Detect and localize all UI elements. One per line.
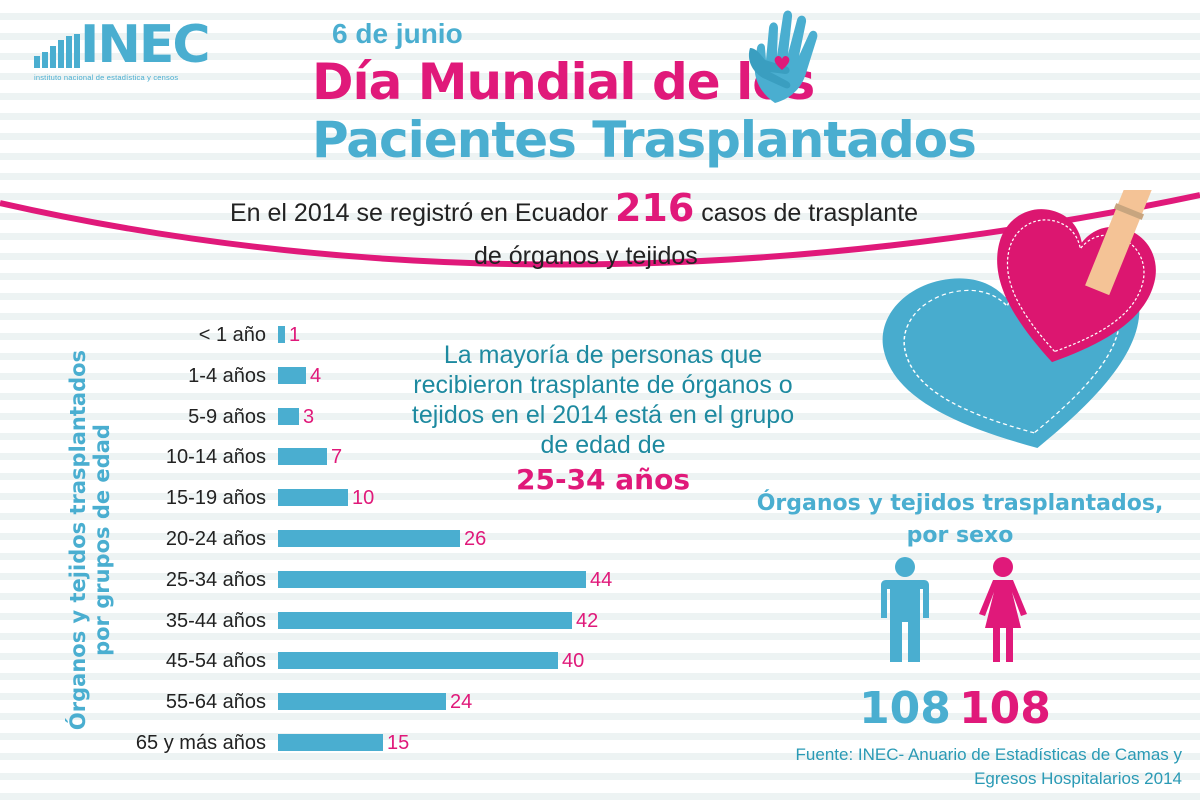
category-label: 20-24 años xyxy=(165,528,266,550)
data-label: 44 xyxy=(590,568,613,591)
data-label: 24 xyxy=(450,691,473,714)
logo-subtitle: instituto nacional de estadística y cens… xyxy=(34,73,179,82)
data-label: 3 xyxy=(303,405,315,428)
bar-row: 65 y más años 15 xyxy=(0,731,700,755)
category-label: 5-9 años xyxy=(188,405,266,428)
intro-line2: de órganos y tejidos xyxy=(474,242,698,270)
bar-row: 45-54 años 40 xyxy=(0,649,700,673)
bar xyxy=(278,611,572,629)
female-count: 108 xyxy=(959,683,1051,734)
female-person-icon xyxy=(979,557,1027,662)
logo-name: INEC xyxy=(80,15,211,75)
bar xyxy=(278,530,460,547)
category-label: 65 y más años xyxy=(135,732,266,754)
intro-line1: En el 2014 se registró en Ecuador 216 ca… xyxy=(230,186,918,235)
bar xyxy=(278,407,299,425)
male-person-icon xyxy=(881,557,929,662)
category-label: 15-19 años xyxy=(165,487,266,510)
category-label: 55-64 años xyxy=(165,691,266,714)
logo-bars-icon xyxy=(34,34,80,68)
category-label: 1-4 años xyxy=(188,364,266,387)
source-line1: Fuente: INEC- Anuario de Estadísticas de… xyxy=(795,745,1182,764)
summary-note-box: La mayoría de personas que recibieron tr… xyxy=(400,340,806,496)
data-label: 10 xyxy=(352,487,375,510)
data-label: 40 xyxy=(562,650,585,673)
male-count: 108 xyxy=(859,683,951,734)
source-line2: Egresos Hospitalarios 2014 xyxy=(974,769,1182,788)
bar-row: < 1 año 1 xyxy=(0,323,700,347)
title-line2: Pacientes Trasplantados xyxy=(312,111,977,169)
bar xyxy=(278,652,558,670)
hands-heart-icon xyxy=(748,10,818,103)
intro-text-before: En el 2014 se registró en Ecuador xyxy=(230,199,615,227)
data-label: 26 xyxy=(464,528,487,550)
total-cases: 216 xyxy=(614,186,695,230)
bar-row: 25-34 años 44 xyxy=(0,568,700,592)
sex-title-line1: Órganos y tejidos trasplantados, xyxy=(756,491,1164,516)
data-label: 7 xyxy=(331,446,343,469)
sex-title-line2: por sexo xyxy=(906,523,1014,548)
bar xyxy=(278,366,306,384)
bar-row: 5-9 años 3 xyxy=(0,405,700,429)
bar-row: 35-44 años 42 xyxy=(0,609,700,633)
data-label: 15 xyxy=(387,732,410,754)
data-label: 4 xyxy=(310,364,322,387)
source-note: Fuente: INEC- Anuario de Estadísticas de… xyxy=(796,743,1182,791)
title-line1: Día Mundial de los xyxy=(312,53,815,111)
bar xyxy=(278,448,327,466)
data-label: 1 xyxy=(289,324,301,346)
category-label: 25-34 años xyxy=(165,568,266,591)
bar-row: 15-19 años 10 xyxy=(0,486,700,510)
bar-row: 20-24 años 26 xyxy=(0,527,700,551)
intro-text-after: casos de trasplante xyxy=(694,199,919,227)
bar-row: 55-64 años 24 xyxy=(0,690,700,714)
bar-row: 10-14 años 7 xyxy=(0,445,700,469)
bar xyxy=(278,693,446,711)
date: 6 de junio xyxy=(332,18,463,49)
bar xyxy=(278,570,586,588)
bar-row: 1-4 años 4 xyxy=(0,364,700,388)
category-label: 45-54 años xyxy=(165,650,266,673)
clothespin-icon xyxy=(1085,190,1185,296)
summary-highlight: 25-34 años xyxy=(515,463,691,496)
bar xyxy=(278,734,383,751)
data-label: 42 xyxy=(576,609,599,632)
bar xyxy=(278,326,285,343)
bar xyxy=(278,489,348,507)
category-label: 10-14 años xyxy=(165,446,266,469)
sex-section-title: Órganos y tejidos trasplantados, por sex… xyxy=(740,488,1180,552)
summary-note: La mayoría de personas que recibieron tr… xyxy=(411,341,795,459)
hearts-decoration xyxy=(872,190,1185,475)
category-label: < 1 año xyxy=(198,324,266,346)
category-label: 35-44 años xyxy=(165,609,266,632)
